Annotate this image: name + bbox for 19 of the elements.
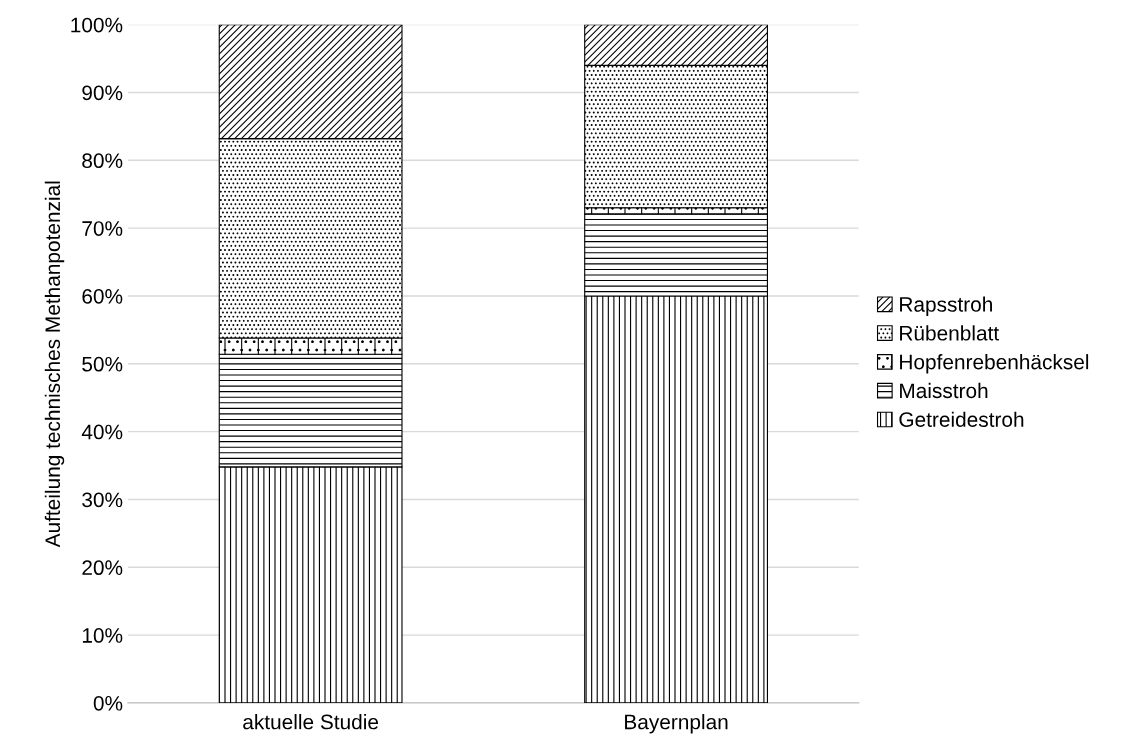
y-tick-label: 90% (82, 85, 123, 101)
x-tick-label: aktuelle Studie (243, 714, 379, 730)
y-tick-label: 50% (82, 356, 123, 372)
y-axis-title: Aufteilung technisches Methanpotenzial (44, 181, 65, 548)
y-tick-label: 0% (93, 695, 123, 711)
y-tick-label: 20% (82, 560, 123, 576)
y-tick-label: 70% (82, 221, 123, 236)
legend-label: Maisstroh (900, 382, 988, 399)
y-tick-label: 10% (82, 628, 123, 643)
y-tick-label: 40% (81, 424, 123, 440)
y-tick-label: 30% (82, 492, 123, 508)
y-tick-label: 80% (82, 153, 123, 169)
legend-label: Getreidestroh (899, 411, 1024, 427)
legend-label: Rapsstroh (900, 296, 992, 316)
x-tick-label: Bayernplan (625, 714, 728, 734)
legend-label: Rübenblatt (900, 325, 999, 341)
legend-label: Hopfenrebenhäcksel (900, 354, 1089, 374)
y-tick-label: 60% (82, 288, 123, 304)
y-tick-label: 100% (71, 17, 123, 33)
